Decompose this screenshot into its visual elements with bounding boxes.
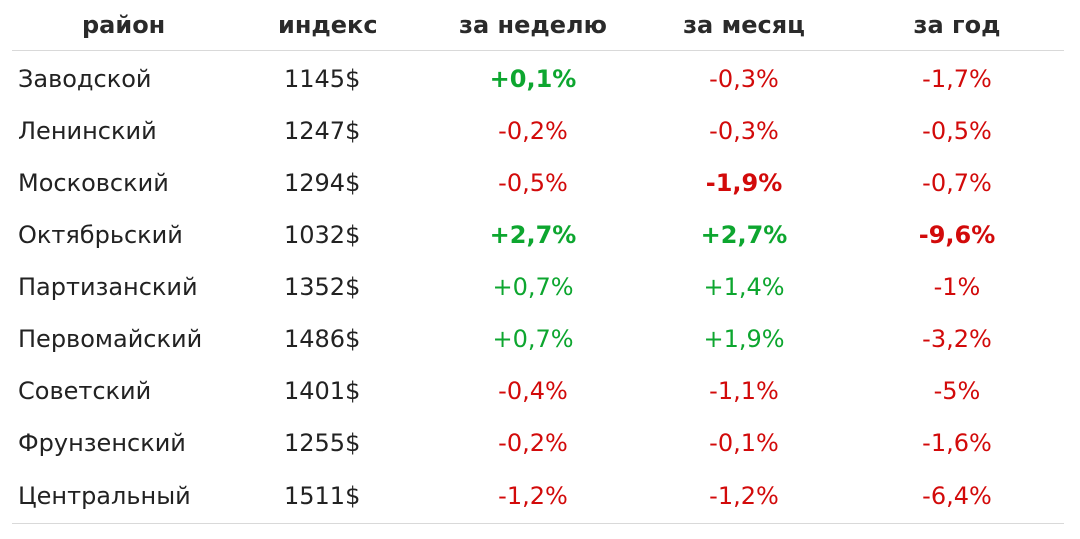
year-change: -0,7%: [922, 169, 992, 197]
month-change: -0,1%: [709, 429, 779, 457]
district-index-table: район индекс за неделю за месяц за год З…: [12, 0, 1064, 524]
index-value: 1294$: [284, 169, 361, 197]
year-change: -1,7%: [922, 65, 992, 93]
district-name: Октябрьский: [18, 221, 183, 249]
district-name: Фрунзенский: [18, 429, 186, 457]
year-change: -3,2%: [922, 325, 992, 353]
index-value: 1352$: [284, 273, 361, 301]
district-name: Заводской: [18, 65, 152, 93]
table-row: Московский 1294$ -0,5% -1,9% -0,7%: [12, 157, 1064, 209]
month-change: -1,9%: [705, 169, 783, 197]
table-row: Партизанский 1352$ +0,7% +1,4% -1%: [12, 261, 1064, 313]
district-name: Центральный: [12, 469, 220, 524]
table-body: Заводской 1145$ +0,1% -0,3% -1,7% Ленинс…: [12, 51, 1064, 524]
header-week: за неделю: [428, 0, 638, 51]
week-change: -0,4%: [498, 377, 568, 405]
header-row: район индекс за неделю за месяц за год: [12, 0, 1064, 51]
table-row: Фрунзенский 1255$ -0,2% -0,1% -1,6%: [12, 417, 1064, 469]
week-change: +0,7%: [492, 325, 574, 353]
index-value: 1032$: [284, 221, 361, 249]
table-row: Октябрьский 1032$ +2,7% +2,7% -9,6%: [12, 209, 1064, 261]
district-name: Партизанский: [18, 273, 198, 301]
table-row: Ленинский 1247$ -0,2% -0,3% -0,5%: [12, 105, 1064, 157]
district-name: Первомайский: [18, 325, 203, 353]
district-name: Советский: [18, 377, 152, 405]
week-change: +0,7%: [492, 273, 574, 301]
table-row: Заводской 1145$ +0,1% -0,3% -1,7%: [12, 51, 1064, 106]
month-change: -1,1%: [709, 377, 779, 405]
table-row: Первомайский 1486$ +0,7% +1,9% -3,2%: [12, 313, 1064, 365]
index-value: 1401$: [284, 377, 361, 405]
district-name: Московский: [18, 169, 169, 197]
table-row: Советский 1401$ -0,4% -1,1% -5%: [12, 365, 1064, 417]
month-change: +1,4%: [703, 273, 785, 301]
month-change: -0,3%: [709, 117, 779, 145]
table-row: Центральный 1511$ -1,2% -1,2% -6,4%: [12, 469, 1064, 524]
month-change: -0,3%: [709, 65, 779, 93]
district-name: Ленинский: [18, 117, 157, 145]
week-change: -1,2%: [428, 469, 638, 524]
index-value: 1255$: [284, 429, 361, 457]
index-value: 1511$: [220, 469, 428, 524]
year-change: -6,4%: [850, 469, 1064, 524]
year-change: -1%: [933, 273, 981, 301]
table-header: район индекс за неделю за месяц за год: [12, 0, 1064, 51]
month-change: +2,7%: [700, 221, 788, 249]
header-month: за месяц: [638, 0, 850, 51]
year-change: -9,6%: [918, 221, 996, 249]
header-district: район: [12, 0, 220, 51]
week-change: -0,2%: [498, 429, 568, 457]
week-change: -0,5%: [498, 169, 568, 197]
year-change: -1,6%: [922, 429, 992, 457]
week-change: -0,2%: [498, 117, 568, 145]
year-change: -0,5%: [922, 117, 992, 145]
week-change: +0,1%: [489, 65, 577, 93]
index-value: 1247$: [284, 117, 361, 145]
header-index: индекс: [220, 0, 428, 51]
index-value: 1145$: [284, 65, 361, 93]
month-change: -1,2%: [638, 469, 850, 524]
index-value: 1486$: [284, 325, 361, 353]
week-change: +2,7%: [489, 221, 577, 249]
year-change: -5%: [933, 377, 981, 405]
header-year: за год: [850, 0, 1064, 51]
month-change: +1,9%: [703, 325, 785, 353]
